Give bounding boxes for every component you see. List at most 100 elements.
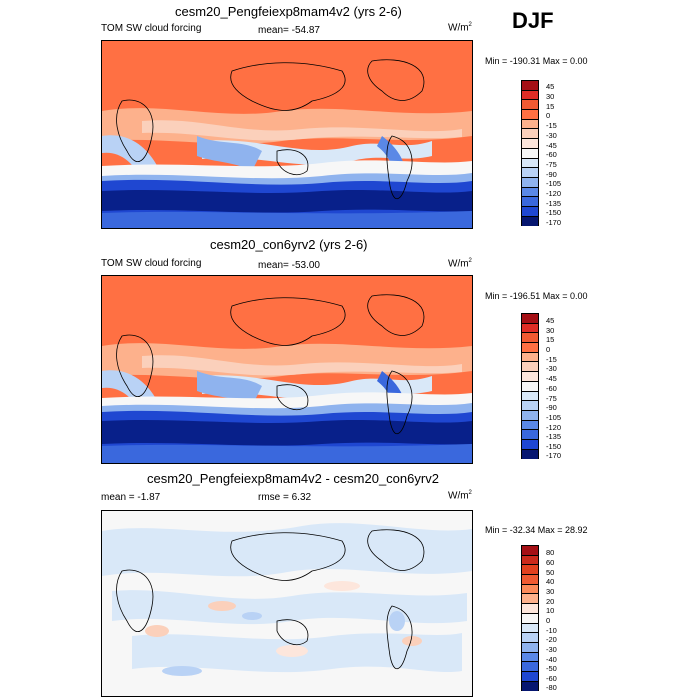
panel2-colorbar-swatch <box>522 439 538 450</box>
panel3-blob-positive <box>402 636 422 646</box>
panel2-coast-eurasia <box>230 297 346 346</box>
panel1-mean-label: mean= -54.87 <box>258 25 320 36</box>
panel2-mean-label: mean= -53.00 <box>258 260 320 271</box>
panel3-colorbar-label: -30 <box>546 645 557 654</box>
panel1-map <box>101 40 473 229</box>
panel1-colorbar-swatch <box>522 206 538 217</box>
panel2-colorbar-swatch <box>522 352 538 363</box>
panel2-colorbar-label: -15 <box>546 355 557 364</box>
panel3-title: cesm20_Pengfeiexp8mam4v2 - cesm20_con6yr… <box>147 471 439 486</box>
panel2-colorbar-label: -135 <box>546 432 562 441</box>
panel3-coast-africa <box>116 569 154 633</box>
panel2-colorbar-swatch <box>522 430 538 440</box>
panel3-colorbar-swatch <box>522 555 538 566</box>
panel3-colorbar-swatch <box>522 671 538 682</box>
panel1-colorbar-swatch <box>522 100 538 111</box>
panel2-map <box>101 275 473 464</box>
panel1-band-antarctic <box>102 211 472 228</box>
panel1-colorbar-swatch <box>522 129 538 140</box>
panel1-colorbar-label: -75 <box>546 160 557 169</box>
panel3-colorbar-label: -80 <box>546 683 557 692</box>
panel3-blob-negative <box>162 666 202 676</box>
panel1-coast-africa <box>116 99 154 163</box>
panel3-colorbar-swatch <box>522 652 538 663</box>
panel3-units: W/m2 <box>448 490 472 502</box>
panel1-colorbar-label: -105 <box>546 179 562 188</box>
panel1-colorbar-swatch <box>522 139 538 149</box>
panel3-band-tropics <box>112 590 467 625</box>
panel2-coast-africa <box>116 334 154 398</box>
panel1-minmax: Min = -190.31 Max = 0.00 <box>485 56 588 66</box>
panel2-colorbar-swatch <box>522 333 538 344</box>
panel2-colorbar-label: -45 <box>546 374 557 383</box>
panel3-coast-eurasia <box>230 532 346 581</box>
panel1-coast-northamerica <box>367 59 425 101</box>
panel2-colorbar-label: -75 <box>546 394 557 403</box>
panel1-map-field <box>102 41 472 228</box>
panel2-colorbar-label: -30 <box>546 364 557 373</box>
panel1-coast-australia <box>276 149 309 175</box>
panel3-blob-positive <box>324 581 360 591</box>
panel3-colorbar-swatch <box>522 642 538 653</box>
panel2-colorbar-label: -105 <box>546 413 562 422</box>
panel1-colorbar-swatch <box>522 197 538 207</box>
panel1-colorbar-label: -120 <box>546 189 562 198</box>
panel2-colorbar-swatch <box>522 420 538 431</box>
panel1-coast-southamerica <box>386 135 413 199</box>
panel3-rmse-label: rmse = 6.32 <box>258 492 312 503</box>
panel1-band-southern-max <box>102 189 472 213</box>
panel1-colorbar-label: -60 <box>546 150 557 159</box>
panel3-colorbar-label: 50 <box>546 568 555 577</box>
panel2-colorbar-label: -90 <box>546 403 557 412</box>
panel2-colorbar-swatch <box>522 391 538 402</box>
panel3-band-north <box>102 523 472 577</box>
panel3-minmax: Min = -32.34 Max = 28.92 <box>485 525 588 535</box>
panel2-map-field <box>102 276 472 463</box>
panel1-colorbar-label: -90 <box>546 170 557 179</box>
panel1-colorbar-swatch <box>522 216 538 227</box>
panel1-band-itcz <box>202 140 432 165</box>
panel2-colorbar-label: -150 <box>546 442 562 451</box>
panel2-band-itcz <box>202 375 432 400</box>
panel3-blob-negative <box>242 612 262 620</box>
panel2-coast-southamerica <box>386 370 413 434</box>
panel1-colorbar-label: -15 <box>546 121 557 130</box>
panel1-colorbar <box>521 80 539 227</box>
panel1-band-light <box>142 120 462 141</box>
panel3-colorbar-label: 40 <box>546 577 555 586</box>
panel3-colorbar-label: 30 <box>546 587 555 596</box>
panel3-colorbar-label: 0 <box>546 616 551 625</box>
panel3-colorbar-label: 20 <box>546 597 555 606</box>
panel3-blob-positive <box>145 625 169 637</box>
panel1-units: W/m2 <box>448 22 472 34</box>
panel3-mean-label: mean = -1.87 <box>101 492 161 503</box>
panel3-blob-positive <box>276 645 308 657</box>
panel2-band-antarctic <box>102 444 472 463</box>
panel3-colorbar-label: 60 <box>546 558 555 567</box>
panel3-colorbar-swatch <box>522 546 538 556</box>
panel3-map <box>101 510 473 697</box>
panel1-colorbar-swatch <box>522 158 538 169</box>
panel3-colorbar-swatch <box>522 613 538 624</box>
panel2-colorbar-swatch <box>522 381 538 392</box>
panel3-colorbar-swatch <box>522 623 538 634</box>
panel1-colorbar-label: 15 <box>546 102 555 111</box>
panel1-colorbar-label: -135 <box>546 199 562 208</box>
panel2-coast-northamerica <box>367 294 425 336</box>
panel1-colorbar-label: 45 <box>546 82 555 91</box>
panel2-band-maritime <box>197 371 262 406</box>
panel2-coast-australia <box>276 384 309 410</box>
panel2-colorbar-label: 15 <box>546 335 555 344</box>
panel1-colorbar-label: -45 <box>546 141 557 150</box>
panel1-variable-label: TOM SW cloud forcing <box>101 23 202 34</box>
panel2-band-southern-max <box>102 419 472 446</box>
panel3-colorbar-label: -50 <box>546 664 557 673</box>
panel2-colorbar-label: -120 <box>546 423 562 432</box>
panel3-colorbar-label: -20 <box>546 635 557 644</box>
panel3-colorbar-swatch <box>522 662 538 672</box>
panel2-colorbar-label: 30 <box>546 326 555 335</box>
panel2-band-light <box>142 355 462 376</box>
panel2-colorbar-label: -60 <box>546 384 557 393</box>
panel3-colorbar-label: -60 <box>546 674 557 683</box>
panel2-colorbar-swatch <box>522 323 538 334</box>
